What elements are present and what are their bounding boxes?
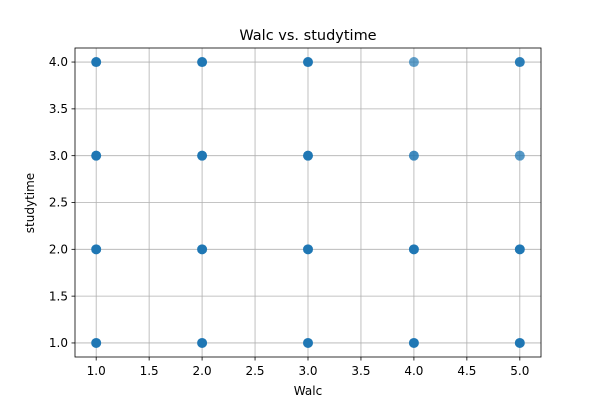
y-tick-label: 4.0 <box>49 55 68 69</box>
x-tick-label: 4.5 <box>457 364 476 378</box>
data-point <box>91 150 102 161</box>
data-point <box>91 57 102 68</box>
y-tick-label: 1.5 <box>49 289 68 303</box>
data-point <box>514 337 525 348</box>
x-tick-label: 4.0 <box>404 364 423 378</box>
data-point <box>408 244 419 255</box>
data-point <box>197 337 208 348</box>
x-tick-label: 1.5 <box>140 364 159 378</box>
data-point <box>514 244 525 255</box>
data-point <box>514 150 525 161</box>
y-tick-label: 1.0 <box>49 336 68 350</box>
y-tick-label: 3.5 <box>49 102 68 116</box>
data-point <box>408 150 419 161</box>
data-point <box>197 244 208 255</box>
data-point <box>408 57 419 68</box>
y-tick-label: 3.0 <box>49 149 68 163</box>
y-tick-label: 2.0 <box>49 243 68 257</box>
x-axis-ticks: 1.0 1.5 2.0 2.5 3.0 3.5 4.0 4.5 5.0 <box>87 357 529 378</box>
y-axis-ticks: 1.0 1.5 2.0 2.5 3.0 3.5 4.0 <box>49 55 75 350</box>
data-point <box>514 57 525 68</box>
y-axis-label: studytime <box>23 173 37 233</box>
data-point <box>197 57 208 68</box>
data-point <box>91 244 102 255</box>
x-axis-label: Walc <box>294 384 322 398</box>
x-tick-label: 1.0 <box>87 364 106 378</box>
data-point <box>91 337 102 348</box>
data-point <box>303 150 313 161</box>
x-tick-label: 3.5 <box>351 364 370 378</box>
data-point <box>197 150 208 161</box>
data-point <box>303 337 313 348</box>
x-tick-label: 5.0 <box>510 364 529 378</box>
data-point <box>303 244 313 255</box>
data-point <box>303 57 313 68</box>
data-point <box>408 337 419 348</box>
y-tick-label: 2.5 <box>49 196 68 210</box>
chart-title: Walc vs. studytime <box>239 28 376 44</box>
x-tick-label: 3.0 <box>298 364 317 378</box>
data-points <box>91 57 525 348</box>
x-tick-label: 2.0 <box>193 364 212 378</box>
x-tick-label: 2.5 <box>245 364 264 378</box>
